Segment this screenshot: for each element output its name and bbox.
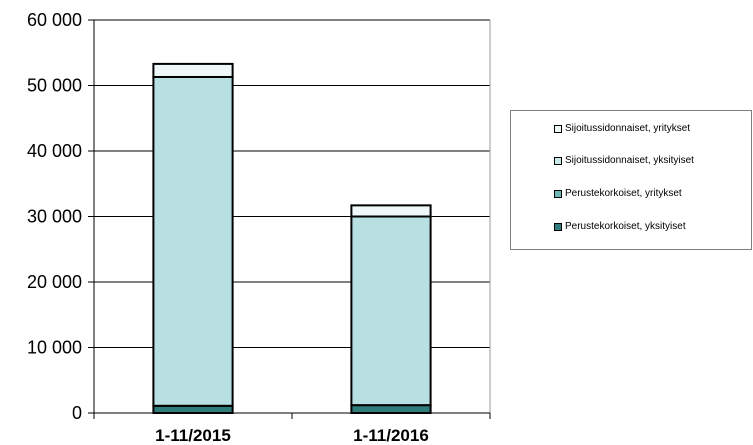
y-tick-label: 20 000 bbox=[27, 272, 82, 292]
x-category-label: 1-11/2016 bbox=[353, 426, 429, 445]
legend: Sijoitussidonnaiset, yritykset Sijoituss… bbox=[510, 110, 752, 250]
legend-entry: Perustekorkoiset, yritykset bbox=[554, 188, 682, 199]
y-tick-label: 0 bbox=[72, 403, 82, 423]
legend-swatch bbox=[554, 222, 562, 231]
bar-stacks bbox=[152, 62, 432, 415]
bar-segment bbox=[152, 404, 234, 415]
legend-label: Perustekorkoiset, yksityiset bbox=[565, 221, 686, 232]
legend-label: Perustekorkoiset, yritykset bbox=[565, 188, 682, 199]
y-tick-label: 50 000 bbox=[27, 76, 82, 96]
bar-segment bbox=[350, 404, 432, 415]
y-axis-ticks: 0 10 000 20 000 30 000 40 000 50 000 60 000 bbox=[27, 10, 94, 423]
y-tick-label: 40 000 bbox=[27, 141, 82, 161]
x-axis-categories: 1-11/2015 1-11/2016 bbox=[155, 426, 429, 445]
x-category-label: 1-11/2015 bbox=[155, 426, 231, 445]
legend-label: Sijoitussidonnaiset, yksityiset bbox=[565, 155, 694, 166]
legend-entry: Sijoitussidonnaiset, yksityiset bbox=[554, 155, 694, 166]
bar-segment bbox=[152, 75, 234, 407]
legend-swatch bbox=[554, 189, 562, 198]
legend-swatch bbox=[554, 124, 562, 133]
legend-entry: Sijoitussidonnaiset, yritykset bbox=[554, 123, 690, 134]
y-tick-label: 30 000 bbox=[27, 207, 82, 227]
legend-entry: Perustekorkoiset, yksityiset bbox=[554, 221, 686, 232]
bar-segment bbox=[152, 62, 234, 78]
legend-label: Sijoitussidonnaiset, yritykset bbox=[565, 123, 691, 134]
y-tick-label: 60 000 bbox=[27, 10, 82, 30]
bar-segment bbox=[350, 204, 432, 218]
legend-swatch bbox=[554, 156, 562, 165]
bar-segment bbox=[350, 215, 432, 407]
y-tick-label: 10 000 bbox=[27, 338, 82, 358]
